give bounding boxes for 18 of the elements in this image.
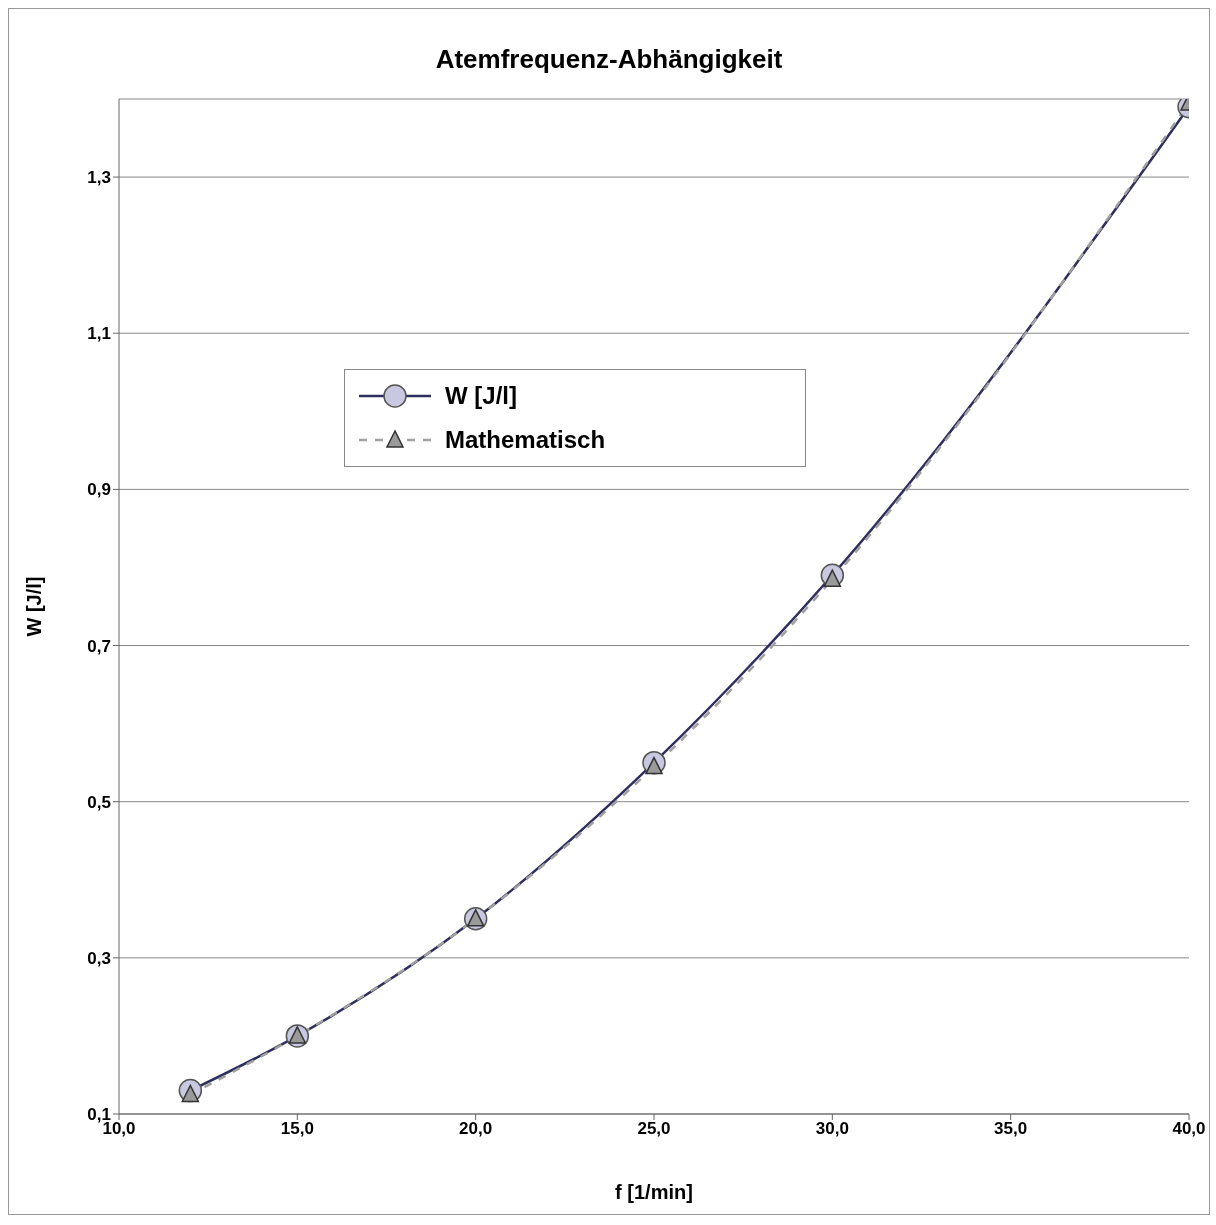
x-tick-label: 15,0 xyxy=(280,1119,314,1139)
x-axis-title: f [1/min] xyxy=(615,1181,693,1203)
y-tick-label: 0,3 xyxy=(87,948,111,968)
chart-title: Atemfrequenz-Abhängigkeit xyxy=(434,44,784,75)
y-tick-label: 0,5 xyxy=(87,792,111,812)
x-tick-label: 35,0 xyxy=(994,1119,1028,1139)
x-tick-label: 20,0 xyxy=(459,1119,493,1139)
x-tick-label: 10,0 xyxy=(102,1119,136,1139)
x-tick-label: 25,0 xyxy=(637,1119,671,1139)
legend-label: W [J/l] xyxy=(445,382,517,410)
y-tick-label: 0,7 xyxy=(87,636,111,656)
x-tick-label: 30,0 xyxy=(815,1119,849,1139)
x-tick-label: 40,0 xyxy=(1172,1119,1206,1139)
y-tick-label: 1,1 xyxy=(87,324,111,344)
y-tick-label: 0,9 xyxy=(87,480,111,500)
legend-label: Mathematisch xyxy=(445,426,606,454)
y-axis-title: W [J/l] xyxy=(23,576,46,637)
y-tick-label: 1,3 xyxy=(87,168,111,188)
